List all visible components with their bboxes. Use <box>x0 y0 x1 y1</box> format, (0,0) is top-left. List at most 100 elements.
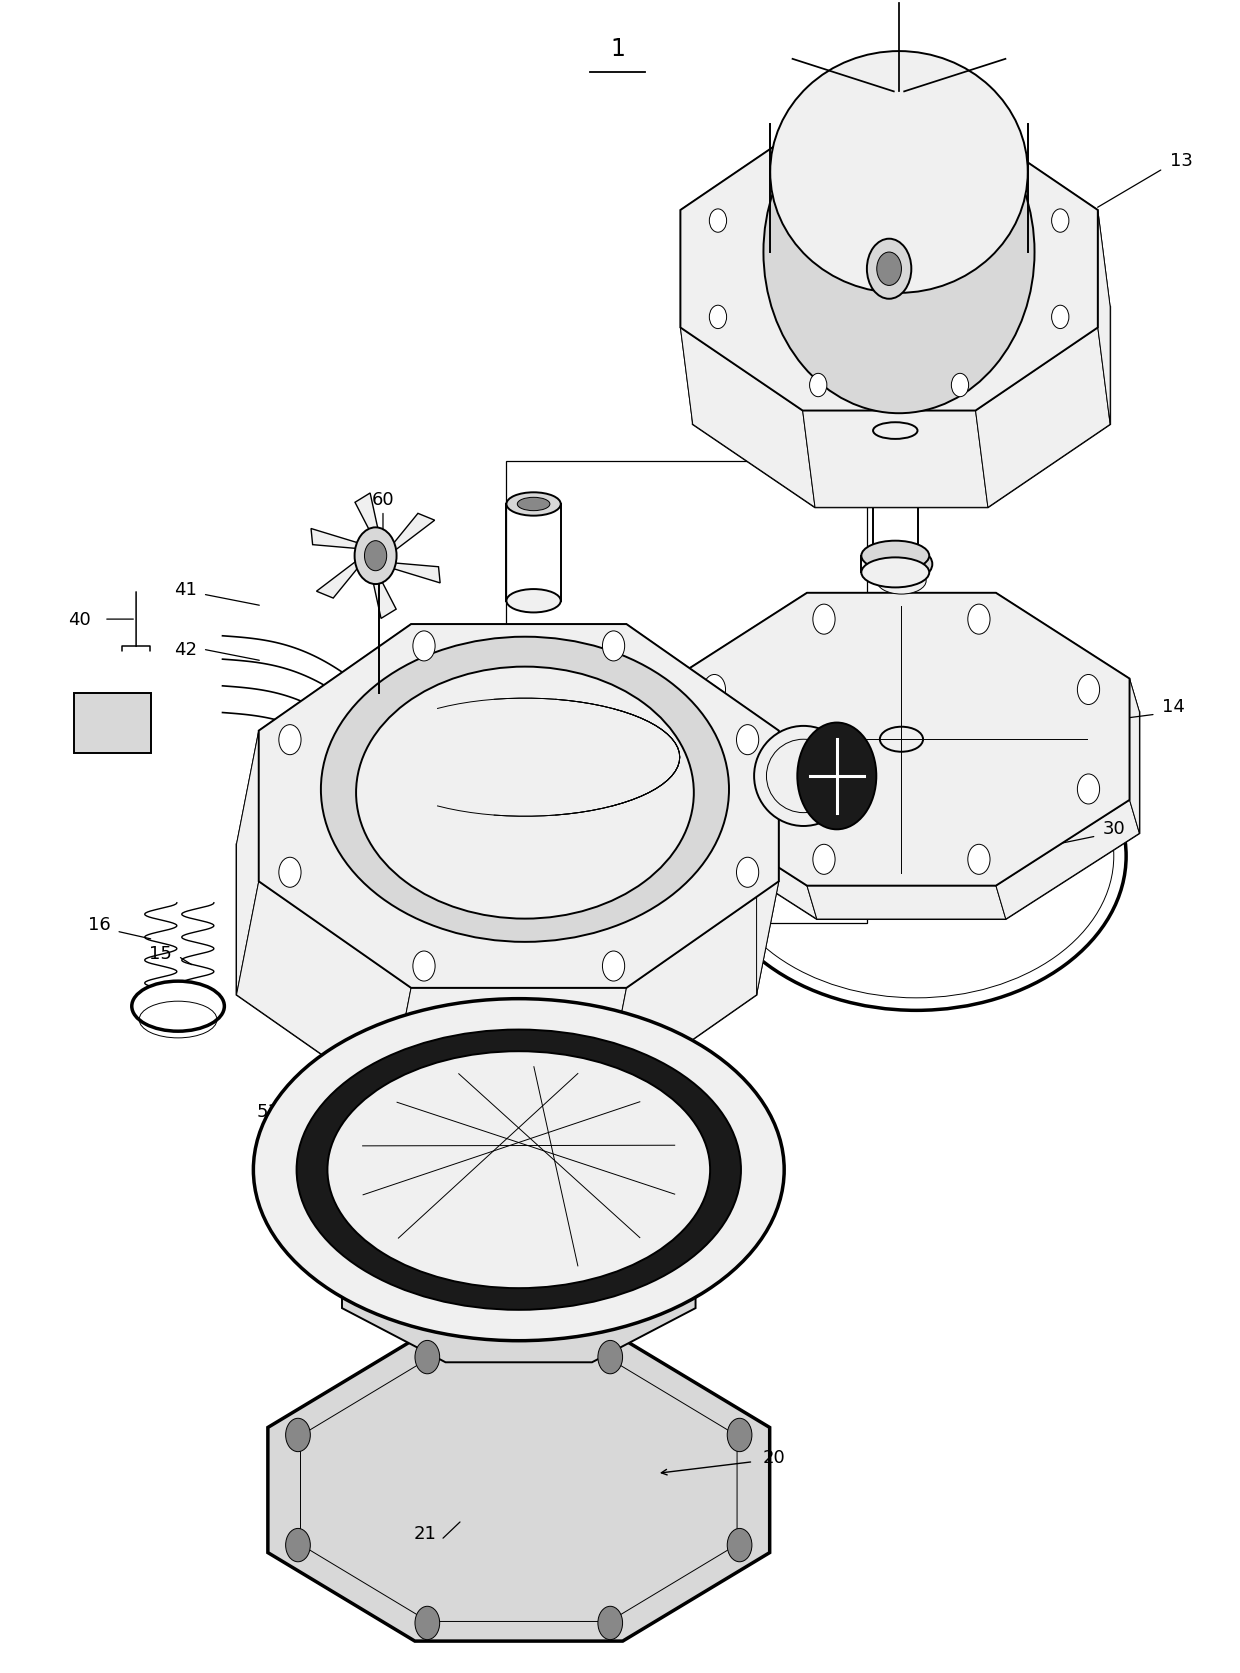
Polygon shape <box>355 494 382 549</box>
Polygon shape <box>756 731 779 995</box>
Polygon shape <box>268 1338 770 1641</box>
Polygon shape <box>259 624 779 989</box>
Text: 53: 53 <box>450 1282 474 1298</box>
Text: 60: 60 <box>372 490 394 509</box>
Text: 12: 12 <box>356 739 378 758</box>
Polygon shape <box>681 328 815 509</box>
Text: 42: 42 <box>174 641 197 659</box>
Circle shape <box>279 724 301 755</box>
Ellipse shape <box>870 547 932 584</box>
Circle shape <box>727 1529 751 1563</box>
Polygon shape <box>683 627 1140 920</box>
Polygon shape <box>976 328 1110 509</box>
Ellipse shape <box>707 703 1126 1010</box>
Text: 130: 130 <box>1042 430 1075 448</box>
Circle shape <box>415 1606 440 1640</box>
Polygon shape <box>673 800 817 920</box>
Polygon shape <box>237 624 412 845</box>
Circle shape <box>1052 209 1069 233</box>
Ellipse shape <box>880 728 923 753</box>
Circle shape <box>813 845 835 875</box>
Ellipse shape <box>862 559 929 587</box>
Circle shape <box>709 209 727 233</box>
Circle shape <box>413 631 435 661</box>
Circle shape <box>703 775 725 805</box>
Polygon shape <box>976 127 1110 308</box>
Polygon shape <box>237 731 259 995</box>
Circle shape <box>1078 775 1100 805</box>
Ellipse shape <box>873 549 918 565</box>
Circle shape <box>603 952 625 982</box>
Polygon shape <box>807 887 1006 920</box>
Circle shape <box>603 631 625 661</box>
Circle shape <box>967 845 990 875</box>
Circle shape <box>951 142 968 166</box>
Polygon shape <box>386 514 435 557</box>
Circle shape <box>598 1340 622 1374</box>
Polygon shape <box>673 594 1130 887</box>
Ellipse shape <box>356 668 694 918</box>
Polygon shape <box>342 1178 696 1362</box>
Polygon shape <box>673 679 683 833</box>
Circle shape <box>365 542 387 572</box>
Circle shape <box>598 1606 622 1640</box>
Ellipse shape <box>253 999 784 1340</box>
Text: 51: 51 <box>257 1103 280 1121</box>
Polygon shape <box>311 529 370 550</box>
Polygon shape <box>382 562 440 584</box>
Circle shape <box>967 604 990 634</box>
Polygon shape <box>316 557 366 599</box>
Ellipse shape <box>873 423 918 440</box>
Polygon shape <box>693 224 1110 509</box>
Text: 13: 13 <box>1171 152 1193 171</box>
Text: 41: 41 <box>174 581 197 599</box>
Circle shape <box>413 952 435 982</box>
Circle shape <box>810 375 827 398</box>
Circle shape <box>285 1419 310 1452</box>
Polygon shape <box>681 211 693 425</box>
Polygon shape <box>389 624 626 738</box>
Circle shape <box>709 306 727 330</box>
Ellipse shape <box>770 52 1028 294</box>
Polygon shape <box>802 127 988 224</box>
Circle shape <box>703 676 725 704</box>
Polygon shape <box>74 693 151 753</box>
Text: 50: 50 <box>713 1136 737 1154</box>
Ellipse shape <box>506 494 560 517</box>
Circle shape <box>797 723 877 830</box>
Circle shape <box>415 1340 440 1374</box>
Text: 1: 1 <box>610 37 625 62</box>
Ellipse shape <box>327 1052 711 1288</box>
Polygon shape <box>681 127 815 308</box>
Circle shape <box>1052 306 1069 330</box>
Circle shape <box>279 858 301 888</box>
Circle shape <box>285 1529 310 1563</box>
Polygon shape <box>802 412 988 509</box>
Text: 21: 21 <box>413 1524 436 1543</box>
Text: 16: 16 <box>88 915 110 934</box>
Circle shape <box>813 604 835 634</box>
Ellipse shape <box>506 589 560 612</box>
Polygon shape <box>673 594 817 713</box>
Polygon shape <box>370 565 396 619</box>
Polygon shape <box>237 882 412 1101</box>
Circle shape <box>877 253 901 286</box>
Ellipse shape <box>296 1031 742 1310</box>
Polygon shape <box>604 624 779 845</box>
Ellipse shape <box>764 92 1034 413</box>
Text: 501: 501 <box>461 1111 495 1129</box>
Ellipse shape <box>877 569 926 594</box>
Polygon shape <box>681 127 1097 412</box>
Ellipse shape <box>754 726 853 826</box>
Polygon shape <box>996 594 1140 713</box>
Polygon shape <box>604 882 779 1101</box>
Polygon shape <box>1097 211 1110 425</box>
Text: 14: 14 <box>1162 698 1184 716</box>
Ellipse shape <box>517 499 549 512</box>
Polygon shape <box>807 594 1006 627</box>
Circle shape <box>1078 676 1100 704</box>
Text: 20: 20 <box>763 1447 786 1466</box>
Circle shape <box>810 142 827 166</box>
Circle shape <box>355 529 397 586</box>
Polygon shape <box>1130 679 1140 833</box>
